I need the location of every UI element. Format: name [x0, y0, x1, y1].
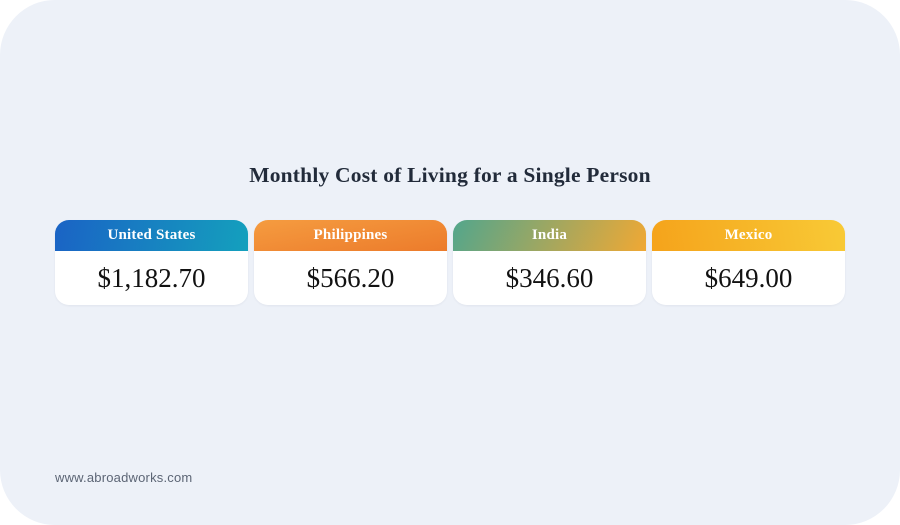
card-country-header: India [453, 220, 646, 251]
card-country-header: Mexico [652, 220, 845, 251]
cost-card: United States $1,182.70 [55, 220, 248, 305]
website-url: www.abroadworks.com [55, 470, 193, 485]
cards-row: United States $1,182.70 Philippines $566.20… [55, 220, 845, 305]
card-country-header: Philippines [254, 220, 447, 251]
cost-card: India $346.60 [453, 220, 646, 305]
card-cost-value: $346.60 [453, 251, 646, 305]
card-country-header: United States [55, 220, 248, 251]
card-cost-value: $566.20 [254, 251, 447, 305]
cost-card: Mexico $649.00 [652, 220, 845, 305]
card-cost-value: $1,182.70 [55, 251, 248, 305]
cost-card: Philippines $566.20 [254, 220, 447, 305]
page-title: Monthly Cost of Living for a Single Pers… [249, 163, 651, 187]
card-cost-value: $649.00 [652, 251, 845, 305]
